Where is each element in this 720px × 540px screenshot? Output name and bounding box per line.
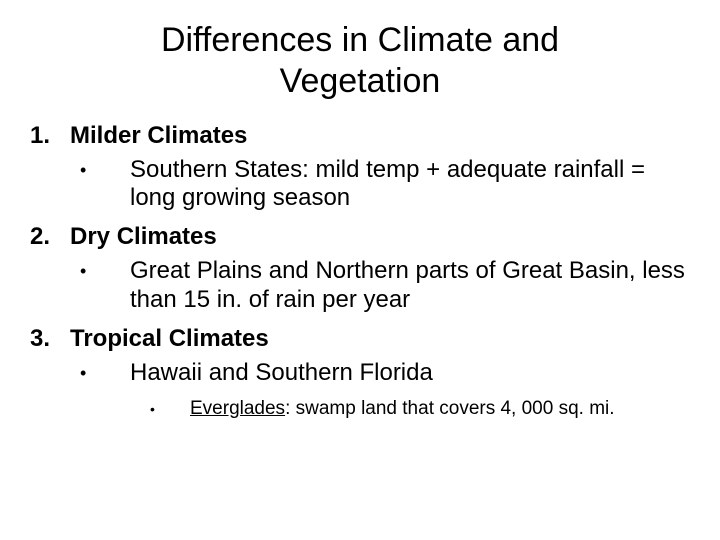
list-item: 2. Dry Climates [30, 223, 690, 251]
item-number: 2. [30, 223, 70, 251]
item-label: Milder Climates [70, 122, 690, 150]
bullet-icon: • [80, 156, 130, 214]
item-label: Tropical Climates [70, 325, 690, 353]
underlined-term: Everglades [190, 398, 285, 419]
list-item: 3. Tropical Climates [30, 325, 690, 353]
sub-item-text: Southern States: mild temp + adequate ra… [130, 156, 690, 214]
rest-text: : swamp land that covers 4, 000 sq. mi. [285, 398, 615, 419]
sub-item: • Hawaii and Southern Florida [80, 359, 690, 388]
sub-sub-item-text: Everglades: swamp land that covers 4, 00… [190, 398, 690, 421]
sub-item: • Southern States: mild temp + adequate … [80, 156, 690, 214]
slide-title: Differences in Climate and Vegetation [30, 20, 690, 102]
sub-sub-item: • Everglades: swamp land that covers 4, … [150, 398, 690, 421]
bullet-icon: • [80, 257, 130, 315]
sub-item-text: Great Plains and Northern parts of Great… [130, 257, 690, 315]
sub-item-text: Hawaii and Southern Florida [130, 359, 690, 388]
outline-container: 1. Milder Climates • Southern States: mi… [30, 122, 690, 421]
item-number: 1. [30, 122, 70, 150]
list-item: 1. Milder Climates [30, 122, 690, 150]
sub-item: • Great Plains and Northern parts of Gre… [80, 257, 690, 315]
bullet-icon: • [150, 398, 190, 421]
item-number: 3. [30, 325, 70, 353]
item-label: Dry Climates [70, 223, 690, 251]
bullet-icon: • [80, 359, 130, 388]
